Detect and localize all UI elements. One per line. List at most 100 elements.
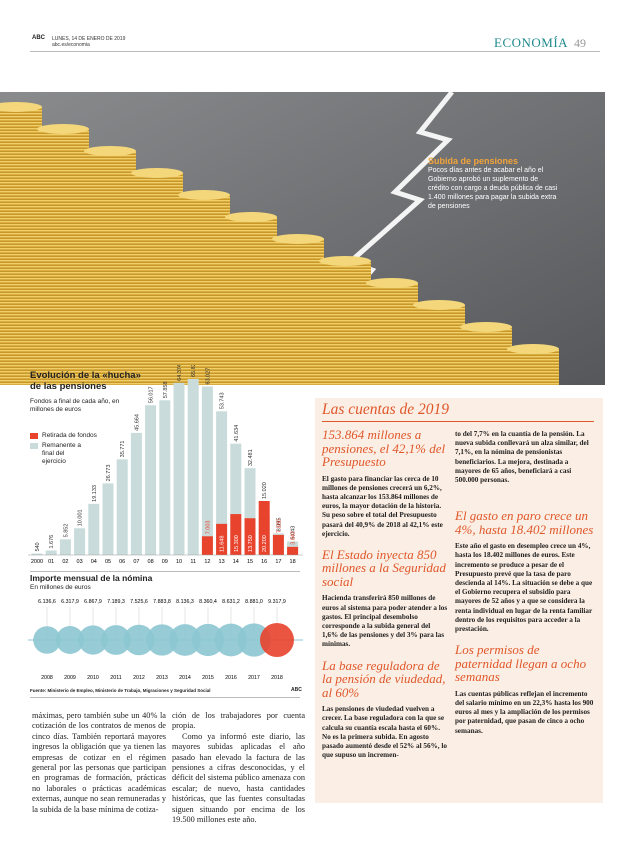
bubble-chart: 6.136,6 2008 6.317,9 2009 6.867,9 2010 7.189,3… — [28, 599, 303, 681]
coin-stack — [507, 349, 559, 385]
value-label: 32.481 — [248, 449, 254, 466]
x-tick-label: 2015 — [202, 675, 214, 681]
x-tick-label: 03 — [77, 559, 83, 565]
chart-subtitle: Fondos a final de cada año, en millones … — [30, 398, 120, 413]
bar — [258, 500, 270, 555]
coin-stack — [0, 107, 42, 385]
x-tick-label: 13 — [219, 559, 225, 565]
section-body: El gasto para financiar las cerca de 10 … — [322, 474, 443, 538]
sidebar-title: Las cuentas de 2019 — [322, 401, 450, 418]
value-label: 15.020 — [262, 482, 268, 499]
coin-stack — [272, 239, 324, 385]
bar — [31, 553, 43, 555]
bubble — [101, 625, 131, 655]
coin-top — [413, 300, 465, 310]
x-tick-label: 2011 — [110, 675, 121, 681]
bar — [130, 432, 142, 555]
value-label: 63.027 — [205, 368, 211, 385]
value-label: 65.820 — [191, 365, 197, 377]
article-column: máximas, pero también sube un 40% la cot… — [32, 711, 166, 815]
coin-stack — [178, 195, 230, 385]
x-tick-label: 17 — [275, 559, 281, 565]
bar — [74, 528, 86, 555]
chart-rule — [30, 697, 300, 698]
x-tick-label: 04 — [91, 559, 97, 565]
credit: ABC — [291, 687, 302, 693]
x-tick-label: 2008 — [41, 675, 53, 681]
brand: ABC — [32, 35, 45, 41]
coin-stack — [460, 327, 512, 385]
value-label: 11.648 — [220, 536, 226, 552]
x-tick-label: 2018 — [271, 675, 283, 681]
paragraph: máximas, pero también sube un 40% la cot… — [32, 711, 166, 814]
section: ECONOMÍA — [494, 35, 569, 50]
value-label: 7.003 — [205, 521, 211, 535]
bubble — [33, 626, 61, 654]
value-label: 1.676 — [49, 535, 55, 549]
x-tick-label: 2000 — [31, 559, 43, 565]
value-label: 7.883,8 — [153, 599, 171, 605]
bar — [102, 483, 114, 555]
sidebar-column: 153.864 millones a pensiones, el 42,1% d… — [322, 428, 448, 769]
coin-stack — [37, 129, 89, 385]
value-label: 8.631,2 — [222, 599, 240, 605]
bar — [116, 459, 128, 555]
chart-rule — [30, 571, 300, 572]
bar — [216, 411, 228, 555]
x-tick-label: 10 — [176, 559, 182, 565]
article-column: ción de los trabajadores por cuenta prop… — [172, 711, 305, 825]
bubble — [146, 624, 178, 656]
value-label: 35.771 — [120, 441, 126, 458]
chart-title: Evolución de la «hucha» de las pensiones — [30, 370, 141, 392]
legend-label: Remanente a final del ejercicio — [42, 442, 82, 465]
bar — [145, 405, 157, 555]
bar — [201, 386, 213, 555]
legend-label: Retirada de fondos — [42, 432, 97, 439]
coin-stack — [366, 283, 418, 385]
paragraph: ción de los trabajadores por cuenta prop… — [172, 711, 305, 731]
value-label: 8.095 — [276, 518, 282, 532]
bar — [230, 443, 242, 555]
bar — [244, 518, 256, 555]
x-tick-label: 2013 — [156, 675, 168, 681]
paragraph: Como ya informó este diario, las mayores… — [172, 731, 305, 825]
x-tick-label: 15 — [247, 559, 253, 565]
coin-top — [460, 322, 512, 332]
x-tick-label: 08 — [148, 559, 154, 565]
value-label: 5.043 — [291, 526, 297, 540]
value-label: 57.858 — [163, 381, 169, 398]
x-tick-label: 2012 — [133, 675, 145, 681]
bubble — [214, 623, 248, 657]
value-label: 19.133 — [92, 485, 98, 502]
x-tick-label: 05 — [105, 559, 111, 565]
coin-top — [178, 190, 230, 200]
x-tick-label: 18 — [290, 559, 296, 565]
coin-top — [507, 344, 559, 354]
date: LUNES, 14 DE ENERO DE 2019 — [52, 36, 126, 42]
coin-top — [37, 124, 89, 134]
bar — [287, 546, 299, 555]
bar — [88, 503, 100, 555]
x-tick-label: 2016 — [225, 675, 237, 681]
legend: Retirada de fondos Remanente a final del… — [30, 432, 97, 466]
coin-stacks — [0, 102, 559, 385]
section-heading: 153.864 millones a pensiones, el 42,1% d… — [322, 427, 446, 469]
value-label: 6.317,9 — [61, 599, 79, 605]
coin-stack — [319, 261, 371, 385]
bar — [272, 534, 284, 555]
value-label: 8.360,4 — [199, 599, 217, 605]
chart-subtitle: En millones de euros — [30, 584, 91, 591]
value-label: 64.374 — [177, 365, 183, 381]
value-label: 53.743 — [220, 392, 226, 409]
x-tick-label: 2010 — [87, 675, 99, 681]
page-number: 49 — [574, 36, 586, 50]
sidebar — [315, 398, 603, 803]
bubble — [191, 623, 225, 657]
bubble — [169, 624, 201, 656]
source: Fuente: Ministerio de Empleo, Ministerio… — [30, 688, 211, 693]
section-body: Hacienda transferirá 850 millones de eur… — [322, 594, 448, 649]
section-heading: El gasto en paro crece un 4%, hasta 18.4… — [455, 508, 594, 537]
value-label: 7.525,6 — [130, 599, 148, 605]
sidebar-rule — [322, 421, 594, 422]
